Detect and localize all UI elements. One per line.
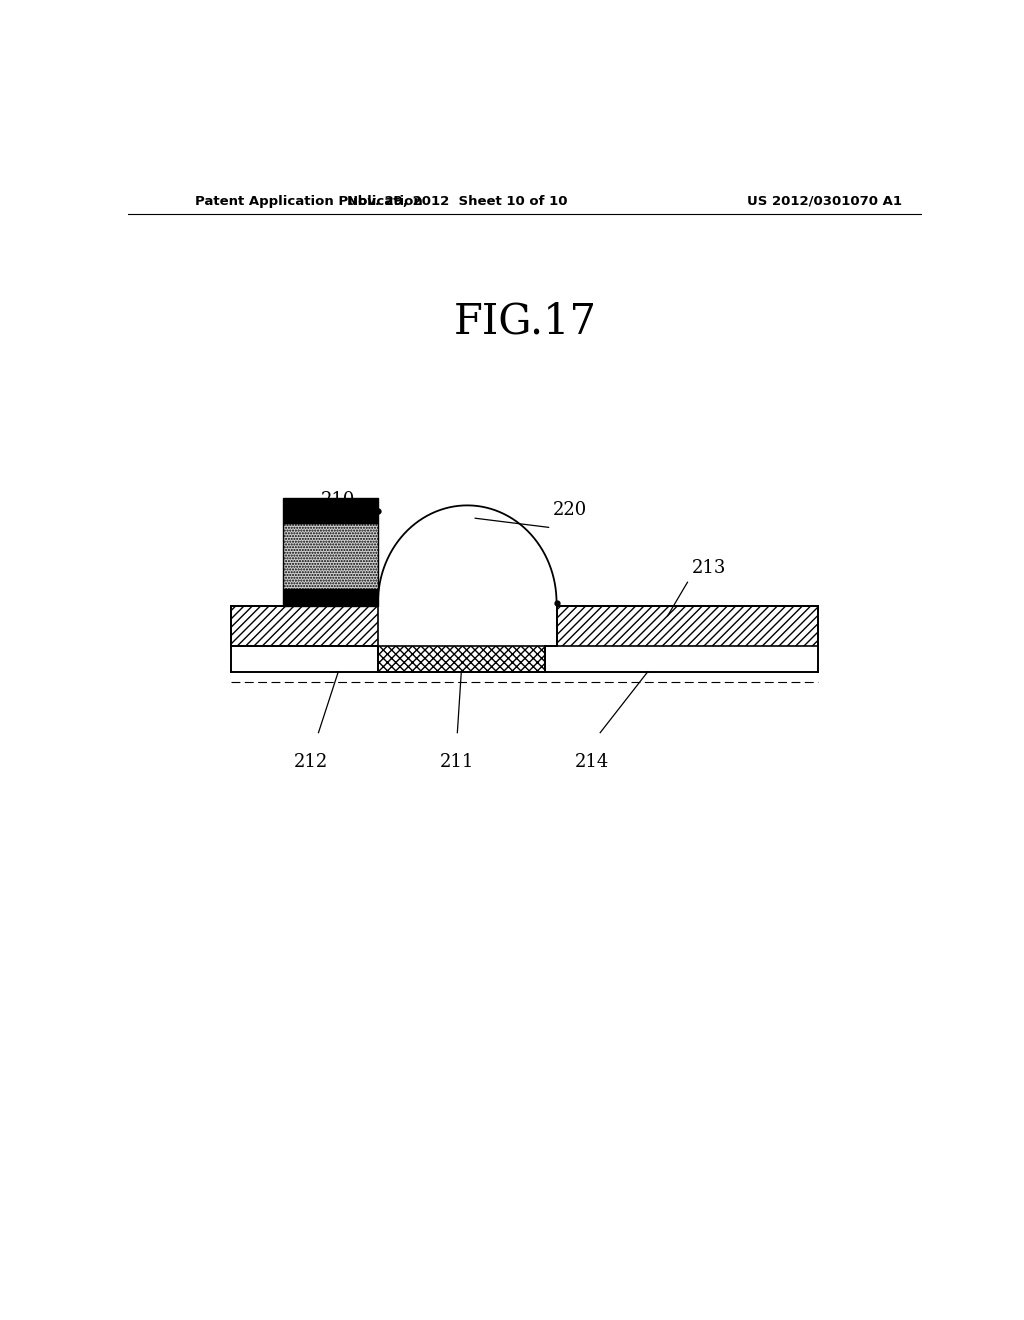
Bar (378, 647, 545, 672)
Text: 213: 213 (691, 560, 726, 577)
Text: 214: 214 (575, 752, 609, 771)
Text: 211: 211 (440, 752, 474, 771)
Text: 220: 220 (553, 502, 587, 519)
Text: Nov. 29, 2012  Sheet 10 of 10: Nov. 29, 2012 Sheet 10 of 10 (347, 195, 567, 209)
Bar (283, 589, 378, 606)
Text: 212: 212 (294, 752, 328, 771)
Bar (283, 523, 378, 589)
Bar (557, 606, 818, 647)
Text: FIG.17: FIG.17 (454, 301, 596, 343)
Bar (231, 606, 378, 647)
Text: Patent Application Publication: Patent Application Publication (196, 195, 423, 209)
Text: 210: 210 (322, 491, 355, 510)
Text: US 2012/0301070 A1: US 2012/0301070 A1 (748, 195, 902, 209)
Bar (283, 498, 378, 523)
